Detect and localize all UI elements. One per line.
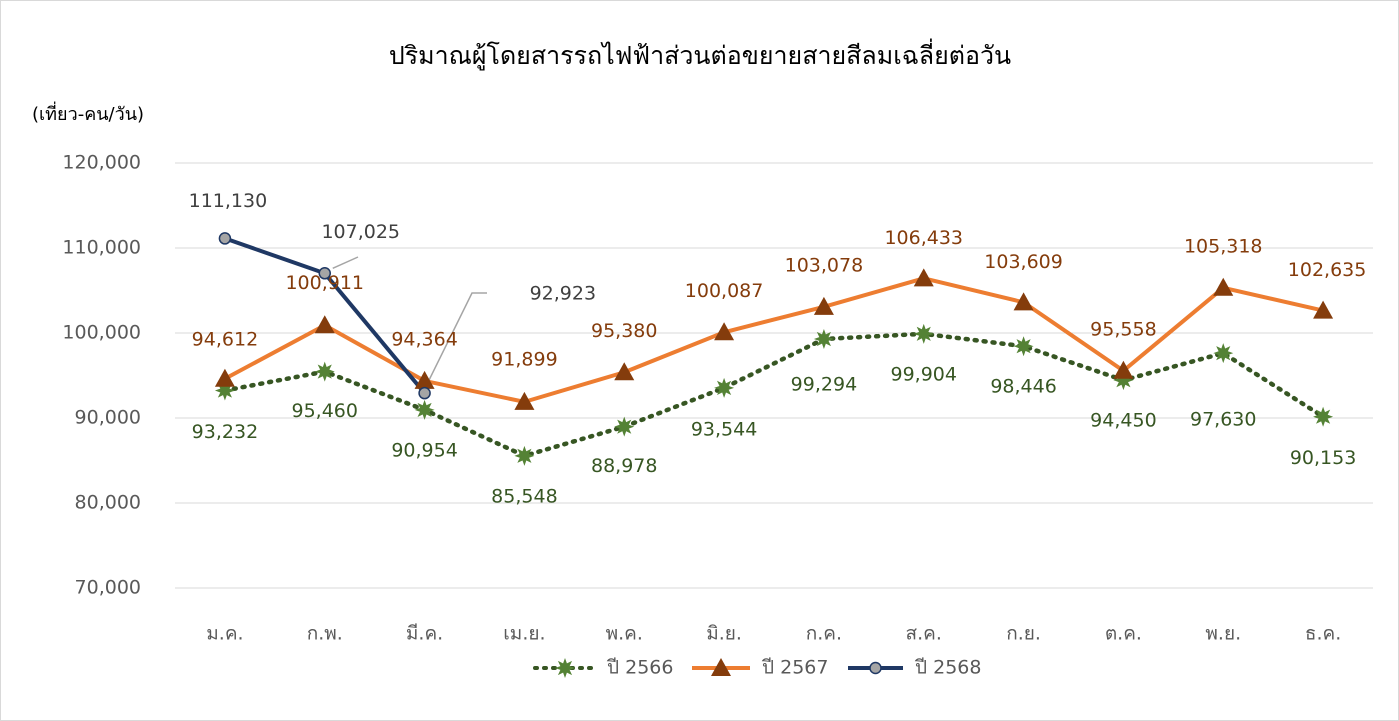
series-line [222, 331, 1326, 459]
marker [1213, 343, 1234, 364]
x-tick-label: ธ.ค. [1305, 623, 1341, 645]
marker [214, 368, 235, 387]
marker [1013, 292, 1034, 311]
value-label: 105,318 [1184, 235, 1263, 257]
marker [1313, 406, 1334, 427]
value-label: 90,153 [1290, 447, 1356, 469]
value-label: 94,612 [192, 328, 258, 350]
value-label: 100,911 [285, 272, 364, 294]
value-label: 85,548 [491, 485, 557, 507]
marker [813, 296, 834, 315]
x-tick-label: ก.ค. [806, 623, 842, 645]
value-label: 111,130 [189, 190, 268, 212]
x-tick-label: ม.ค. [206, 623, 243, 645]
y-axis-label: (เที่ยว-คน/วัน) [32, 101, 144, 125]
y-tick-label: 70,000 [75, 577, 141, 599]
marker [314, 361, 335, 382]
legend-label: ปี 2567 [761, 657, 828, 679]
legend-marker [869, 661, 882, 675]
marker [318, 267, 331, 280]
value-label: 92,923 [530, 283, 596, 305]
marker [913, 323, 934, 344]
x-tick-label: ส.ค. [906, 623, 942, 645]
marker [614, 362, 635, 381]
marker [813, 329, 834, 350]
value-label: 102,635 [1288, 259, 1367, 281]
marker [514, 391, 535, 410]
value-label: 94,364 [391, 328, 457, 350]
marker [913, 268, 934, 287]
marker [514, 445, 535, 466]
legend-marker [711, 658, 731, 676]
value-label: 93,544 [691, 418, 757, 440]
value-label: 97,630 [1190, 409, 1256, 431]
value-label: 103,609 [984, 251, 1063, 273]
x-tick-label: เม.ย. [503, 623, 545, 645]
legend-label: ปี 2568 [914, 657, 981, 679]
value-label: 95,558 [1090, 318, 1156, 340]
x-tick-label: มี.ค. [406, 623, 443, 645]
value-label: 95,460 [292, 400, 358, 422]
y-tick-label: 100,000 [62, 322, 141, 344]
marker [614, 416, 635, 437]
marker [414, 399, 435, 420]
x-tick-label: ต.ค. [1105, 623, 1142, 645]
y-tick-label: 80,000 [75, 492, 141, 514]
marker [418, 386, 431, 400]
marker [714, 322, 735, 341]
value-label: 99,294 [791, 374, 857, 396]
value-label: 98,446 [990, 376, 1056, 398]
marker [314, 315, 335, 334]
value-label: 88,978 [591, 455, 657, 477]
marker [218, 232, 232, 245]
value-label: 103,078 [785, 254, 864, 276]
y-tick-label: 90,000 [75, 407, 141, 429]
value-label: 91,899 [491, 348, 557, 370]
y-tick-label: 110,000 [62, 237, 141, 259]
value-label: 95,380 [591, 320, 657, 342]
marker [1313, 300, 1334, 319]
x-tick-label: มิ.ย. [706, 623, 742, 645]
value-label: 93,232 [192, 421, 258, 443]
y-tick-label: 120,000 [62, 152, 141, 174]
value-label: 90,954 [391, 439, 457, 461]
marker [414, 370, 435, 389]
x-tick-label: ก.พ. [307, 623, 343, 645]
legend-label: ปี 2566 [606, 657, 673, 679]
marker [1213, 277, 1234, 296]
value-label: 107,025 [321, 221, 400, 243]
value-label: 94,450 [1090, 410, 1156, 432]
leader-line [332, 256, 359, 269]
value-label: 106,433 [884, 227, 963, 249]
marker [1013, 336, 1034, 357]
value-label: 99,904 [891, 363, 957, 385]
legend-marker [555, 658, 575, 678]
marker [1113, 360, 1134, 379]
marker [714, 377, 735, 398]
x-tick-label: พ.ย. [1205, 623, 1241, 645]
value-label: 100,087 [685, 280, 764, 302]
x-tick-label: พ.ค. [606, 623, 643, 645]
leader-line [423, 292, 487, 390]
chart-title: ปริมาณผู้โดยสารรถไฟฟ้าส่วนต่อขยายสายสีลม… [389, 38, 1011, 71]
x-tick-label: ก.ย. [1006, 623, 1041, 645]
